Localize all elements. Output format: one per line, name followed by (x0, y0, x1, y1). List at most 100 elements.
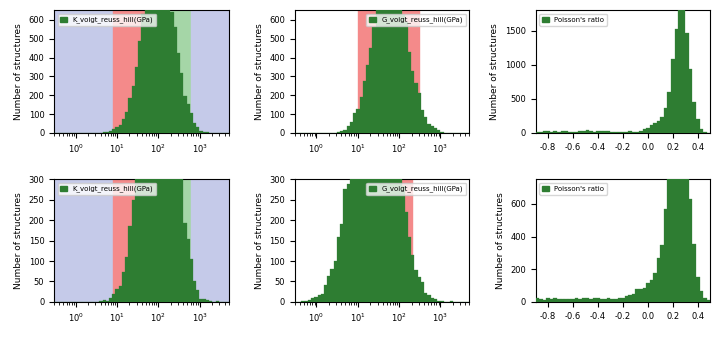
Bar (174, 73, 177, 302)
Bar (113, 10, 166, 133)
Bar (122, 272, 125, 302)
Bar (369, 0, 373, 302)
Bar (614, 132, 618, 133)
Bar (650, 280, 653, 302)
Bar (119, 125, 122, 133)
Bar (642, 288, 646, 302)
Bar (161, 0, 164, 302)
Bar (206, 132, 209, 133)
Y-axis label: Number of structures: Number of structures (255, 23, 264, 120)
Bar (356, 82, 360, 302)
Bar (317, 295, 321, 302)
Bar (200, 299, 203, 302)
Bar (115, 127, 119, 133)
Bar (125, 256, 128, 302)
Bar (379, 1, 382, 302)
Bar (109, 298, 112, 302)
Bar (632, 294, 635, 302)
Bar (161, 0, 164, 133)
Bar (554, 131, 557, 133)
Bar (311, 298, 314, 302)
Bar (337, 237, 340, 302)
Bar (550, 299, 554, 302)
Bar (122, 119, 125, 133)
Bar (190, 10, 229, 133)
Bar (578, 131, 582, 133)
Bar (441, 132, 443, 133)
Bar (543, 299, 547, 302)
Bar (206, 300, 209, 302)
Bar (190, 260, 193, 302)
Bar (347, 126, 350, 133)
Bar (434, 299, 437, 302)
Bar (430, 126, 434, 133)
Bar (193, 281, 196, 302)
Bar (324, 285, 327, 302)
Bar (392, 0, 395, 133)
Bar (138, 102, 141, 302)
Bar (389, 0, 392, 133)
Bar (115, 289, 119, 302)
Bar (437, 130, 441, 133)
Bar (692, 244, 696, 302)
Bar (696, 119, 699, 133)
Bar (622, 298, 624, 302)
Bar (151, 0, 154, 302)
Bar (183, 223, 187, 302)
Y-axis label: Number of structures: Number of structures (255, 192, 264, 289)
Bar (671, 59, 675, 133)
Bar (196, 290, 200, 302)
Bar (119, 286, 122, 302)
Bar (135, 67, 138, 133)
Bar (596, 132, 600, 133)
Bar (385, 0, 389, 133)
Bar (685, 33, 689, 133)
Bar (395, 0, 398, 133)
Bar (154, 0, 157, 302)
Bar (132, 200, 135, 302)
Bar (373, 27, 376, 133)
Bar (547, 298, 550, 302)
Bar (430, 298, 434, 302)
Bar (600, 132, 603, 133)
Bar (668, 139, 671, 302)
Bar (571, 132, 575, 133)
Bar (183, 96, 187, 133)
Bar (187, 104, 190, 133)
Bar (132, 86, 135, 133)
Bar (109, 131, 112, 133)
Legend: Poisson's ratio: Poisson's ratio (539, 183, 607, 195)
Bar (366, 15, 369, 302)
Bar (635, 289, 639, 302)
Bar (681, 9, 685, 133)
Bar (689, 199, 692, 302)
Bar (671, 91, 675, 302)
Bar (392, 111, 395, 302)
Bar (417, 93, 421, 133)
Bar (343, 189, 347, 302)
Bar (321, 294, 324, 302)
Bar (314, 297, 317, 302)
Bar (557, 132, 561, 133)
Y-axis label: Number of structures: Number of structures (490, 23, 500, 120)
Bar (398, 167, 402, 302)
Bar (154, 0, 157, 133)
Bar (358, 179, 412, 302)
Bar (340, 131, 343, 133)
Bar (360, 50, 363, 302)
Bar (366, 65, 369, 133)
Bar (664, 210, 668, 302)
Bar (337, 132, 340, 133)
Bar (582, 131, 585, 133)
Bar (543, 131, 547, 133)
Bar (589, 299, 593, 302)
Bar (141, 45, 144, 302)
Bar (177, 130, 180, 302)
Bar (112, 129, 115, 133)
Bar (350, 122, 353, 133)
Bar (382, 0, 385, 133)
Bar (200, 132, 203, 133)
Bar (624, 132, 628, 133)
Bar (304, 301, 308, 302)
Bar (415, 83, 417, 133)
